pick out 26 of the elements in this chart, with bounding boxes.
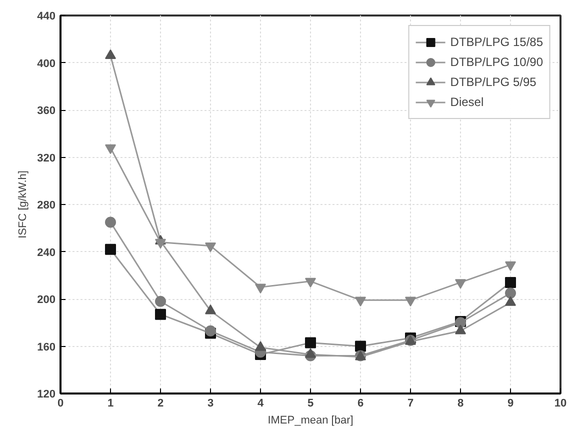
y-axis-title: ISFC [g/kW.h] (17, 170, 30, 238)
y-tick-label: 440 (37, 10, 56, 22)
y-tick-label: 360 (37, 105, 56, 117)
x-tick-label: 4 (257, 398, 264, 410)
y-tick-label: 120 (37, 388, 56, 400)
x-axis-title: IMEP_mean [bar] (268, 414, 354, 426)
y-tick-label: 400 (37, 58, 56, 70)
x-tick-label: 0 (57, 398, 64, 410)
x-tick-label: 3 (207, 398, 214, 410)
x-tick-label: 8 (457, 398, 464, 410)
legend-label: DTBP/LPG 15/85 (450, 35, 543, 49)
x-tick-label: 5 (307, 398, 314, 410)
x-tick-label: 9 (507, 398, 514, 410)
x-tick-label: 10 (554, 398, 567, 410)
x-tick-label: 7 (407, 398, 414, 410)
y-tick-label: 280 (37, 200, 56, 212)
x-tick-label: 1 (107, 398, 114, 410)
x-tick-label: 6 (357, 398, 364, 410)
y-tick-label: 160 (37, 341, 56, 354)
y-tick-label: 200 (37, 294, 56, 306)
x-tick-label: 2 (157, 398, 164, 410)
legend-label: DTBP/LPG 5/95 (450, 75, 536, 89)
legend-label: Diesel (450, 95, 484, 109)
y-tick-label: 240 (37, 246, 56, 259)
y-tick-label: 320 (37, 152, 56, 164)
legend-label: DTBP/LPG 10/90 (450, 55, 543, 69)
